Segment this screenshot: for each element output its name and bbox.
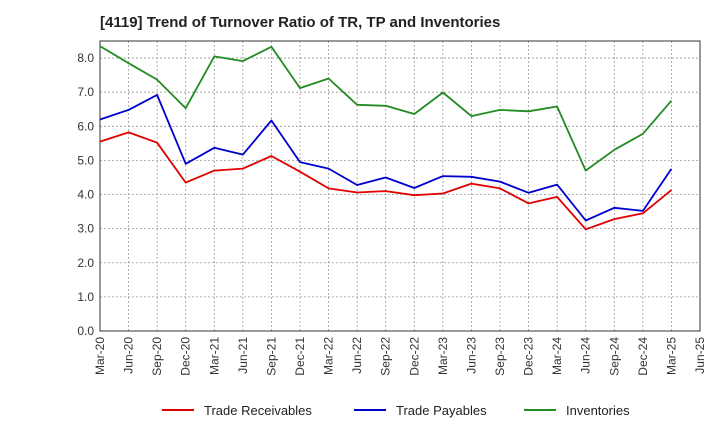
x-tick-label: Dec-24 — [636, 337, 650, 376]
legend-label: Trade Receivables — [204, 403, 312, 418]
x-tick-label: Jun-23 — [464, 337, 478, 374]
x-tick-label: Sep-21 — [264, 337, 278, 376]
y-tick-label: 0.0 — [77, 324, 94, 338]
plot-frame — [99, 40, 701, 332]
y-tick-label: 1.0 — [77, 290, 94, 304]
x-tick-label: Dec-23 — [522, 337, 536, 376]
x-tick-label: Jun-22 — [350, 337, 364, 374]
series-line-trade-payables — [99, 94, 673, 222]
chart-title: [4119] Trend of Turnover Ratio of TR, TP… — [100, 14, 501, 31]
y-tick-label: 8.0 — [77, 51, 94, 65]
y-tick-label: 3.0 — [77, 222, 94, 236]
y-tick-label: 2.0 — [77, 256, 94, 270]
y-tick-label: 4.0 — [77, 188, 94, 202]
x-tick-label: Jun-24 — [579, 337, 593, 374]
x-tick-label: Sep-20 — [150, 337, 164, 376]
grid — [99, 41, 701, 332]
legend-label: Inventories — [566, 403, 630, 418]
x-tick-label: Jun-25 — [693, 337, 707, 374]
y-tick-label: 6.0 — [77, 119, 94, 133]
series-lines — [99, 45, 673, 231]
legend: Trade Receivables Trade Payables Inventori… — [162, 403, 630, 418]
x-tick-label: Sep-24 — [607, 337, 621, 376]
series-line-trade-receivables — [99, 131, 672, 231]
x-tick-label: Mar-22 — [322, 337, 336, 375]
x-tick-label: Dec-21 — [293, 337, 307, 376]
x-tick-label: Mar-24 — [550, 337, 564, 375]
x-tick-label: Jun-21 — [236, 337, 250, 374]
x-tick-label: Sep-23 — [493, 337, 507, 376]
series-line-inventories — [99, 45, 673, 172]
y-tick-label: 5.0 — [77, 153, 94, 167]
x-tick-label: Mar-25 — [664, 337, 678, 375]
axes: 0.0 1.0 2.0 3.0 4.0 5.0 6.0 7.0 8.0 Mar-20 Jun-20 S… — [77, 40, 707, 376]
x-tick-label: Mar-21 — [207, 337, 221, 375]
x-tick-label: Sep-22 — [379, 337, 393, 376]
x-tick-label: Dec-22 — [407, 337, 421, 376]
y-tick-label: 7.0 — [77, 85, 94, 99]
legend-label: Trade Payables — [396, 403, 487, 418]
x-tick-label: Jun-20 — [122, 337, 136, 374]
x-tick-label: Dec-20 — [179, 337, 193, 376]
x-tick-label: Mar-23 — [436, 337, 450, 375]
x-tick-label: Mar-20 — [93, 337, 107, 375]
